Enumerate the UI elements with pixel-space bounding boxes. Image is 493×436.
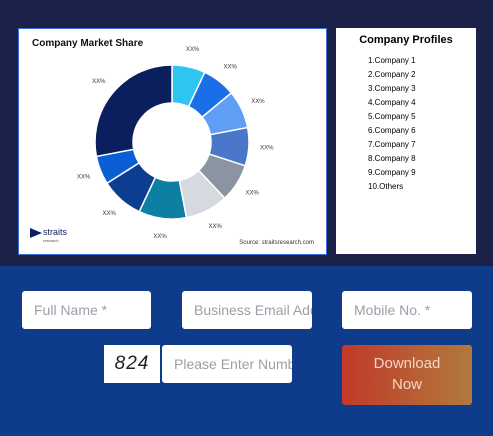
- logo-name: straits: [43, 227, 68, 237]
- segment-label: XX%: [208, 224, 222, 230]
- segment-label: XX%: [92, 79, 106, 85]
- profile-item: 4.Company 4: [368, 98, 416, 107]
- segment-label: XX%: [103, 211, 117, 217]
- chart-title: Company Market Share: [32, 38, 144, 49]
- profile-item: 3.Company 3: [368, 84, 416, 93]
- full-name-input[interactable]: Full Name *: [22, 291, 151, 329]
- segment-label: XX%: [246, 190, 260, 196]
- mobile-input[interactable]: Mobile No. *: [342, 291, 472, 329]
- chart-panel: [18, 28, 327, 255]
- profile-item: 6.Company 6: [368, 126, 416, 135]
- source: Source: straitsresearch.com: [239, 240, 314, 246]
- profiles-title: Company Profiles: [359, 34, 453, 46]
- captcha: 824: [104, 345, 160, 383]
- segment-label: XX%: [224, 65, 238, 71]
- segment-label: XX%: [153, 234, 167, 240]
- logo-sub: research: [43, 238, 59, 243]
- segment-label: XX%: [251, 99, 265, 105]
- email-input[interactable]: Business Email Address *: [182, 291, 312, 329]
- captcha-input[interactable]: Please Enter Number: [162, 345, 292, 383]
- segment-label: XX%: [77, 175, 91, 181]
- profiles-panel: Company Profiles 1.Company 1 2.Company 2 3…: [336, 28, 476, 254]
- profile-item: 7.Company 7: [368, 140, 416, 149]
- chart: Company Market Share straits research So…: [18, 28, 327, 255]
- segment-label: XX%: [186, 47, 200, 53]
- profile-item: 8.Company 8: [368, 154, 416, 163]
- profile-item: 9.Company 9: [368, 168, 416, 177]
- profile-item: 10.Others: [368, 182, 404, 191]
- logo-icon: [30, 228, 42, 238]
- download-button[interactable]: Download Now: [342, 345, 472, 405]
- profile-item: 1.Company 1: [368, 56, 416, 65]
- donut-segment: [94, 64, 173, 158]
- profile-item: 5.Company 5: [368, 112, 416, 121]
- profile-item: 2.Company 2: [368, 70, 416, 79]
- segment-label: XX%: [260, 146, 274, 152]
